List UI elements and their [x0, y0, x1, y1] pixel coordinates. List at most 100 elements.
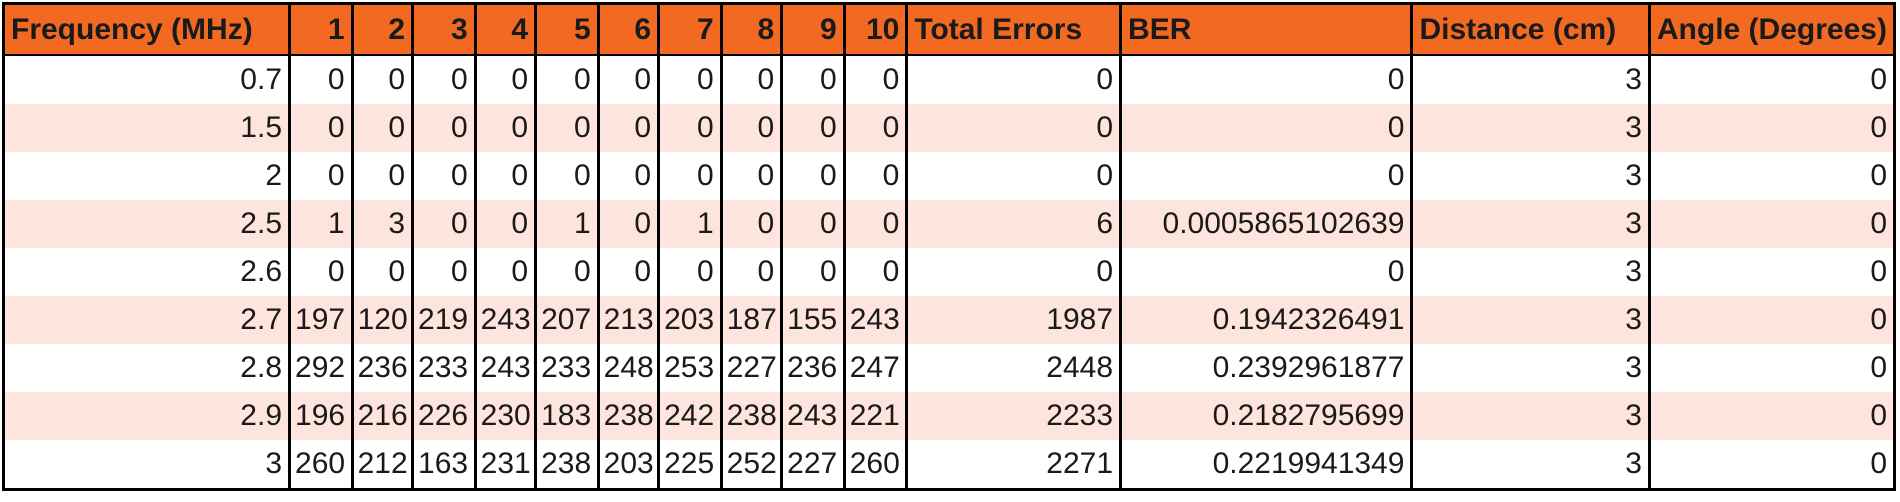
table-cell: 0 — [905, 104, 1123, 152]
column-header: Angle (Degrees) — [1647, 2, 1897, 56]
table-cell: 0 — [1119, 248, 1414, 296]
table-cell: 0 — [780, 152, 846, 200]
column-header: 2 — [350, 2, 415, 56]
table-cell: 6 — [905, 200, 1123, 248]
table-cell: 0 — [1647, 104, 1897, 152]
table-cell: 0 — [905, 248, 1123, 296]
table-cell: 3 — [1410, 440, 1651, 491]
table-cell: 0 — [473, 200, 538, 248]
table-cell: 1 — [288, 200, 354, 248]
table-cell: 0 — [842, 248, 909, 296]
table-cell: 0 — [288, 248, 354, 296]
table-cell: 1987 — [905, 296, 1123, 344]
table-cell: 1.5 — [1, 104, 292, 152]
table-cell: 2271 — [905, 440, 1123, 491]
table-cell: 0 — [1119, 55, 1414, 104]
table-cell: 0.1942326491 — [1119, 296, 1414, 344]
table-cell: 0 — [411, 200, 477, 248]
table-cell: 0 — [596, 152, 661, 200]
table-cell: 3 — [1410, 152, 1651, 200]
table-cell: 0 — [473, 248, 538, 296]
table-cell: 3 — [1410, 248, 1651, 296]
table-cell: 2.8 — [1, 344, 292, 392]
table-row: 2.5 1 3 0 0 1 0 1 0 0 0 6 0.0005865102639 3 0 — [1, 200, 1897, 248]
table-cell: 0 — [596, 55, 661, 104]
table-cell: 0 — [780, 104, 846, 152]
table-cell: 0 — [1647, 200, 1897, 248]
table-cell: 292 — [288, 344, 354, 392]
table-cell: 203 — [657, 296, 723, 344]
table-cell: 221 — [842, 392, 909, 440]
table-cell: 0 — [1647, 392, 1897, 440]
table-cell: 233 — [411, 344, 477, 392]
table-cell: 0 — [596, 200, 661, 248]
table-cell: 0 — [473, 55, 538, 104]
table-cell: 247 — [842, 344, 909, 392]
table-cell: 243 — [473, 296, 538, 344]
table-cell: 3 — [1410, 200, 1651, 248]
table-cell: 0 — [1119, 104, 1414, 152]
table-cell: 243 — [842, 296, 909, 344]
table-cell: 0 — [350, 152, 415, 200]
table-cell: 260 — [842, 440, 909, 491]
table-cell: 238 — [596, 392, 661, 440]
table-row: 2.7 197 120 219 243 207 213 203 187 155 243 1987 0.1… — [1, 296, 1897, 344]
table-cell: 2233 — [905, 392, 1123, 440]
table-cell: 0.2392961877 — [1119, 344, 1414, 392]
table-cell: 0 — [534, 55, 600, 104]
table-cell: 0.0005865102639 — [1119, 200, 1414, 248]
table-cell: 248 — [596, 344, 661, 392]
table-cell: 2.7 — [1, 296, 292, 344]
table-cell: 0 — [780, 248, 846, 296]
column-header: BER — [1119, 2, 1414, 56]
table-cell: 0 — [534, 152, 600, 200]
table-body: 0.7 0 0 0 0 0 0 0 0 0 0 0 0 3 0 1.5 0 0 0 0 0 0 0 0 0 0 0 0 3 0 2 0 0 0 0 0… — [1, 55, 1897, 491]
table-cell: 0 — [411, 55, 477, 104]
table-cell: 0 — [1647, 296, 1897, 344]
table-cell: 120 — [350, 296, 415, 344]
table-cell: 196 — [288, 392, 354, 440]
table-cell: 243 — [473, 344, 538, 392]
column-header: 6 — [596, 2, 661, 56]
column-header: Distance (cm) — [1410, 2, 1651, 56]
table-cell: 1 — [534, 200, 600, 248]
table-cell: 0 — [1647, 152, 1897, 200]
table-row: 3 260 212 163 231 238 203 225 252 227 260 2271 0.221… — [1, 440, 1897, 491]
table-cell: 207 — [534, 296, 600, 344]
table-cell: 187 — [719, 296, 784, 344]
table-cell: 0 — [657, 248, 723, 296]
table-cell: 236 — [350, 344, 415, 392]
column-header: 7 — [657, 2, 723, 56]
table-cell: 0 — [411, 248, 477, 296]
table-cell: 236 — [780, 344, 846, 392]
table-cell: 0 — [288, 104, 354, 152]
table-cell: 183 — [534, 392, 600, 440]
table-cell: 0 — [657, 152, 723, 200]
table-cell: 260 — [288, 440, 354, 491]
table-cell: 0 — [719, 152, 784, 200]
table-cell: 243 — [780, 392, 846, 440]
table-cell: 0 — [1647, 55, 1897, 104]
table-cell: 2 — [1, 152, 292, 200]
table-cell: 0 — [288, 55, 354, 104]
table-cell: 163 — [411, 440, 477, 491]
table-cell: 0 — [473, 152, 538, 200]
table-cell: 1 — [657, 200, 723, 248]
table-cell: 252 — [719, 440, 784, 491]
table-cell: 0 — [842, 152, 909, 200]
table-cell: 233 — [534, 344, 600, 392]
table-cell: 0 — [905, 55, 1123, 104]
table-cell: 0.7 — [1, 55, 292, 104]
table-cell: 0 — [657, 104, 723, 152]
column-header: 3 — [411, 2, 477, 56]
table-cell: 155 — [780, 296, 846, 344]
table-row: 2.9 196 216 226 230 183 238 242 238 243 221 2233 0.2… — [1, 392, 1897, 440]
table-cell: 0 — [842, 104, 909, 152]
table-cell: 212 — [350, 440, 415, 491]
table-cell: 3 — [1, 440, 292, 491]
column-header: Frequency (MHz) — [1, 2, 292, 56]
table-cell: 0 — [1647, 440, 1897, 491]
table-row: 2.8 292 236 233 243 233 248 253 227 236 247 2448 0.2… — [1, 344, 1897, 392]
table-cell: 0 — [657, 55, 723, 104]
